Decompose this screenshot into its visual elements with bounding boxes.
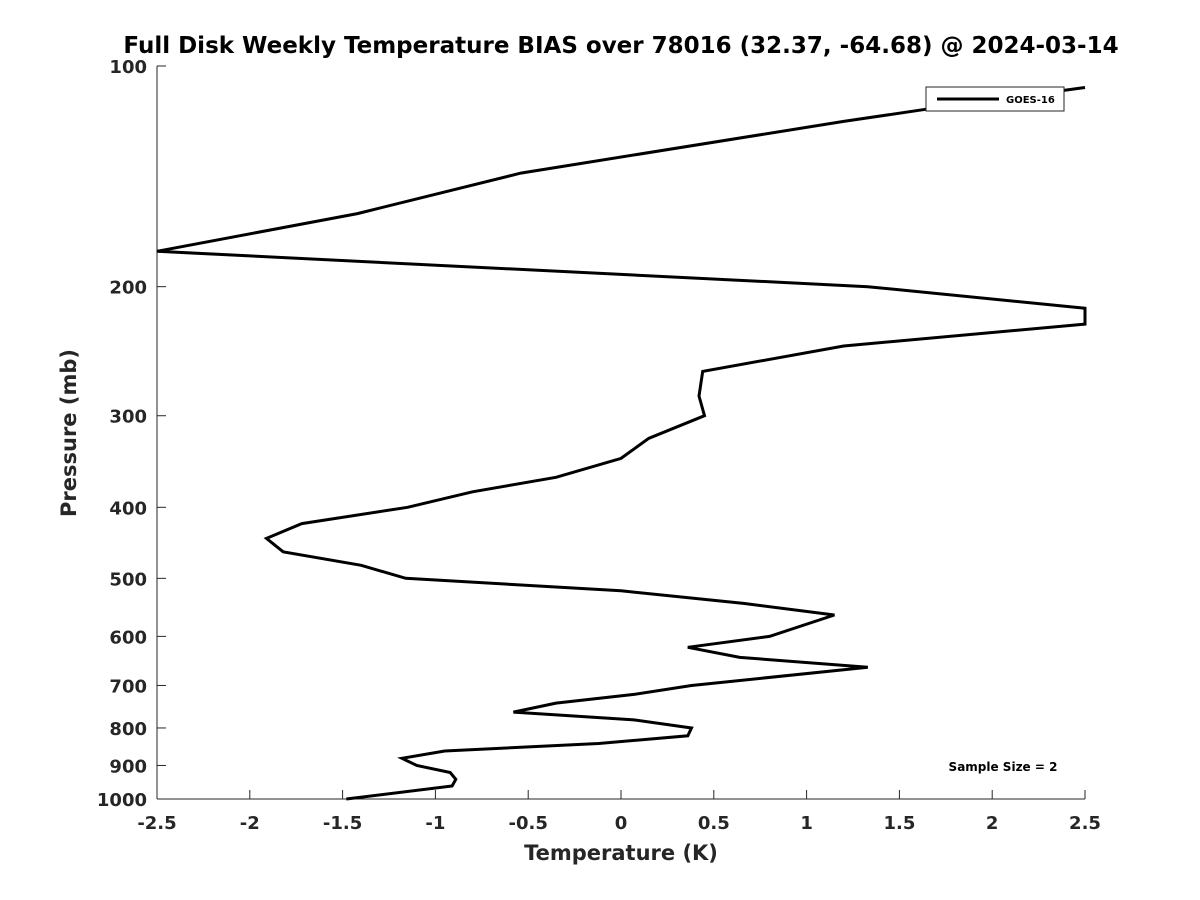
y-tick-label: 100	[109, 57, 147, 78]
legend-entry-label: GOES-16	[1006, 95, 1055, 106]
x-tick-label: -2	[240, 813, 260, 834]
x-tick-label: -0.5	[509, 813, 548, 834]
x-tick-label: 0	[615, 813, 628, 834]
legend: GOES-16	[925, 86, 1065, 112]
x-tick-label: -1.5	[323, 813, 362, 834]
y-tick-label: 400	[109, 498, 147, 519]
x-tick-label: 2.5	[1069, 813, 1101, 834]
x-tick-label: 2	[986, 813, 999, 834]
x-tick-label: -2.5	[137, 813, 176, 834]
y-tick-label: 300	[109, 407, 147, 428]
series-layer	[156, 86, 1087, 801]
x-tick-label: 1	[800, 813, 813, 834]
x-tick-label: 1.5	[883, 813, 915, 834]
y-tick-label: 600	[109, 627, 147, 648]
sample-size-annotation: Sample Size = 2	[949, 760, 1058, 774]
y-axis-ticks: 100 200 300 400 500 600 700 800 900 1000	[97, 57, 166, 811]
y-tick-label: 500	[109, 569, 147, 590]
x-tick-label: -1	[425, 813, 445, 834]
y-tick-label: 800	[109, 719, 147, 740]
y-tick-label: 900	[109, 756, 147, 777]
y-tick-label: 1000	[97, 790, 147, 811]
y-tick-label: 700	[109, 676, 147, 697]
y-tick-label: 200	[109, 278, 147, 299]
x-axis-label: Temperature (K)	[524, 841, 718, 865]
x-axis-ticks: -2.5 -2 -1.5 -1 -0.5 0 0.5 1 1.5 2 2.5	[137, 790, 1101, 834]
series-line	[156, 86, 1087, 801]
x-tick-label: 0.5	[698, 813, 730, 834]
y-axis-label: Pressure (mb)	[57, 349, 81, 517]
chart-title: Full Disk Weekly Temperature BIAS over 7…	[123, 33, 1118, 59]
